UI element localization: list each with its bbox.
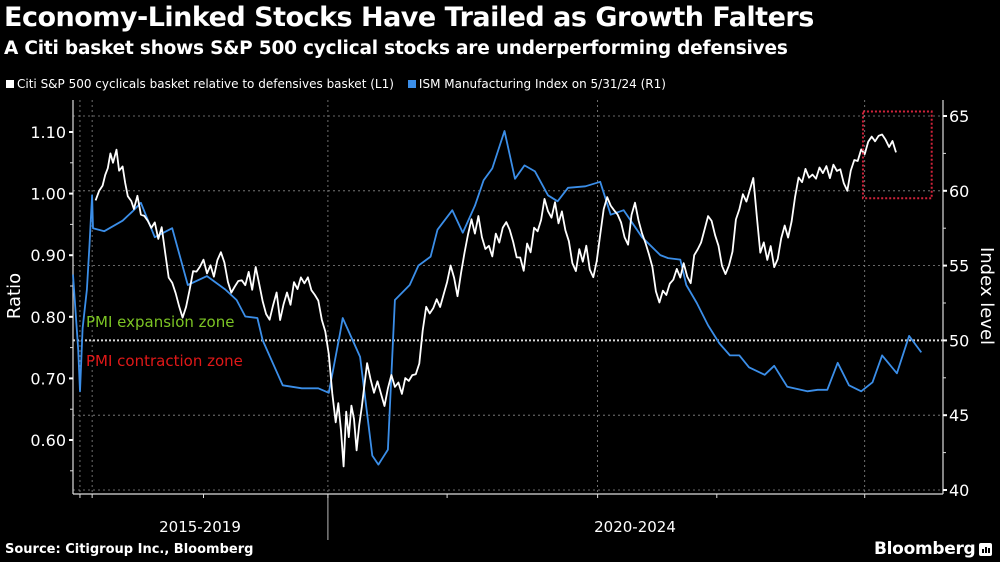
chart-subtitle: A Citi basket shows S&P 500 cyclical sto… (4, 38, 788, 59)
y-left-tick-label: 0.70 (30, 369, 66, 388)
y-axis-label-left: Ratio (4, 273, 25, 319)
bloomberg-logo: Bloomberg (874, 539, 993, 559)
legend-item-pmi: ISM Manufacturing Index on 5/31/24 (R1) (407, 77, 666, 91)
chart-title: Economy-Linked Stocks Have Trailed as Gr… (4, 2, 814, 33)
highlight-box-recent (861, 110, 933, 200)
series-line-ism-pmi (72, 130, 923, 466)
y-left-tick-label: 0.60 (30, 431, 66, 450)
y-left-tick-label: 1.10 (30, 123, 66, 142)
y-left-tick-label: 0.80 (30, 308, 66, 327)
bloomberg-chart-icon (979, 542, 993, 556)
legend-label-pmi: ISM Manufacturing Index on 5/31/24 (R1) (418, 77, 666, 91)
legend-label-ratio: Citi S&P 500 cyclicals basket relative t… (17, 77, 394, 91)
y-right-tick-label: 50 (949, 331, 969, 350)
contraction-zone-label: PMI contraction zone (86, 352, 243, 370)
legend-swatch-pmi (407, 80, 416, 88)
y-right-tick-label: 55 (949, 257, 969, 276)
y-right-tick-label: 40 (949, 481, 969, 500)
expansion-zone-label: PMI expansion zone (86, 313, 234, 331)
legend-item-ratio: Citi S&P 500 cyclicals basket relative t… (6, 77, 394, 91)
annotations (861, 110, 933, 200)
axes: 0.60 0.70 0.80 0.90 1.00 1.10 40 45 50 55 60 65 (30, 100, 969, 540)
source-note: Source: Citigroup Inc., Bloomberg (5, 542, 254, 557)
legend: Citi S&P 500 cyclicals basket relative t… (6, 77, 680, 91)
y-right-tick-label: 65 (949, 107, 969, 126)
y-left-tick-label: 1.00 (30, 185, 66, 204)
y-left-tick-label: 0.90 (30, 246, 66, 265)
y-right-tick-label: 45 (949, 406, 969, 425)
x-period-label-2: 2020-2024 (594, 518, 676, 536)
legend-swatch-ratio (6, 80, 14, 88)
series-layer (72, 130, 923, 468)
brand-name: Bloomberg (874, 539, 976, 559)
y-axis-label-right: Index level (976, 247, 997, 345)
y-right-tick-label: 60 (949, 182, 969, 201)
series-line-cyclicals-ratio (94, 133, 897, 468)
x-period-label-1: 2015-2019 (159, 518, 241, 536)
gridlines (73, 100, 943, 492)
